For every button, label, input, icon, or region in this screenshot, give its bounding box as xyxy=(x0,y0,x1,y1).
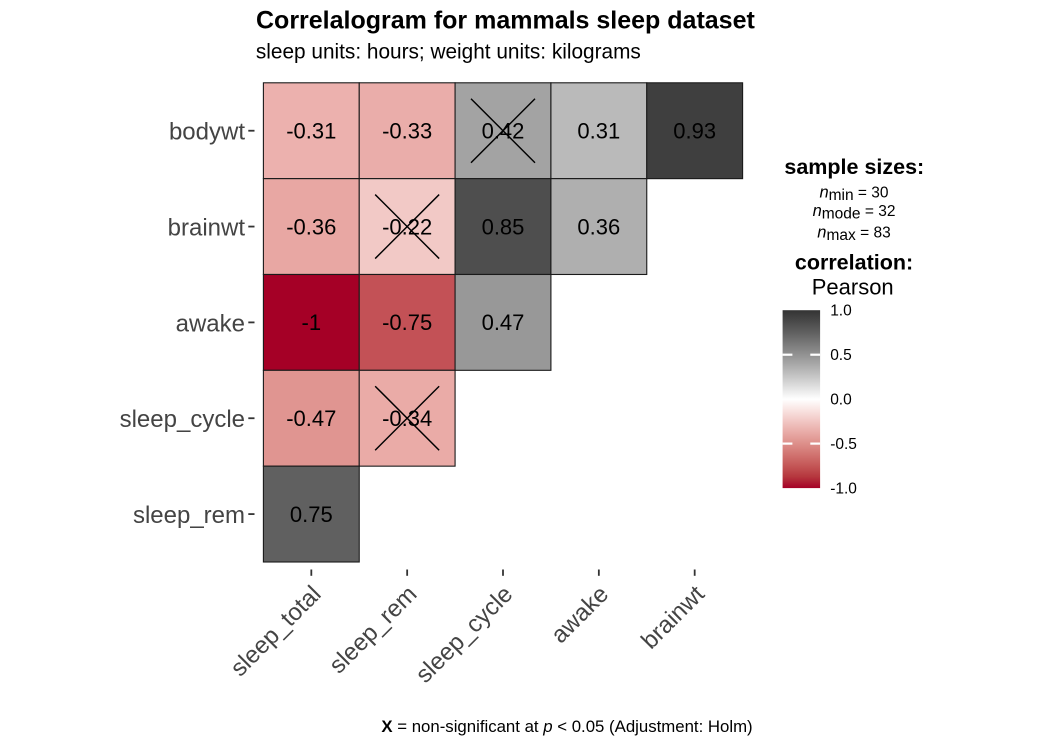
svg-text:Pearson: Pearson xyxy=(812,274,894,299)
svg-text:sleep_rem: sleep_rem xyxy=(133,502,245,529)
svg-text:0.85: 0.85 xyxy=(482,214,525,239)
svg-text:0.47: 0.47 xyxy=(482,310,525,335)
svg-text:bodywt: bodywt xyxy=(169,119,245,146)
svg-text:1.0: 1.0 xyxy=(830,303,852,320)
svg-text:awake: awake xyxy=(176,310,245,337)
svg-text:0.75: 0.75 xyxy=(290,502,333,527)
svg-text:-0.33: -0.33 xyxy=(382,119,432,144)
svg-text:-0.47: -0.47 xyxy=(286,406,336,431)
svg-text:correlation:: correlation: xyxy=(795,251,913,275)
svg-text:0.93: 0.93 xyxy=(673,119,716,144)
svg-text:-0.34: -0.34 xyxy=(382,406,432,431)
svg-text:X = non-significant at p < 0.0: X = non-significant at p < 0.05 (Adjustm… xyxy=(381,717,752,736)
svg-text:0.36: 0.36 xyxy=(577,214,620,239)
svg-text:0.5: 0.5 xyxy=(830,347,852,364)
svg-text:-1: -1 xyxy=(302,310,322,335)
svg-text:0.31: 0.31 xyxy=(577,119,620,144)
svg-text:-0.36: -0.36 xyxy=(286,214,336,239)
svg-text:0.42: 0.42 xyxy=(482,119,525,144)
svg-text:nmax = 83: nmax = 83 xyxy=(817,223,890,244)
svg-text:brainwt: brainwt xyxy=(168,214,246,241)
svg-text:-0.31: -0.31 xyxy=(286,119,336,144)
svg-text:sleep units: hours; weight uni: sleep units: hours; weight units: kilogr… xyxy=(256,41,641,64)
svg-text:sleep_cycle: sleep_cycle xyxy=(120,406,245,433)
svg-text:-1.0: -1.0 xyxy=(830,481,857,498)
svg-text:nmode = 32: nmode = 32 xyxy=(813,202,896,223)
svg-text:-0.5: -0.5 xyxy=(830,436,857,453)
svg-text:-0.75: -0.75 xyxy=(382,310,432,335)
svg-text:-0.22: -0.22 xyxy=(382,214,432,239)
svg-text:Correlalogram for mammals slee: Correlalogram for mammals sleep dataset xyxy=(256,7,755,35)
svg-text:0.0: 0.0 xyxy=(830,392,852,409)
svg-text:sample sizes:: sample sizes: xyxy=(784,155,924,179)
svg-text:nmin = 30: nmin = 30 xyxy=(819,184,888,205)
